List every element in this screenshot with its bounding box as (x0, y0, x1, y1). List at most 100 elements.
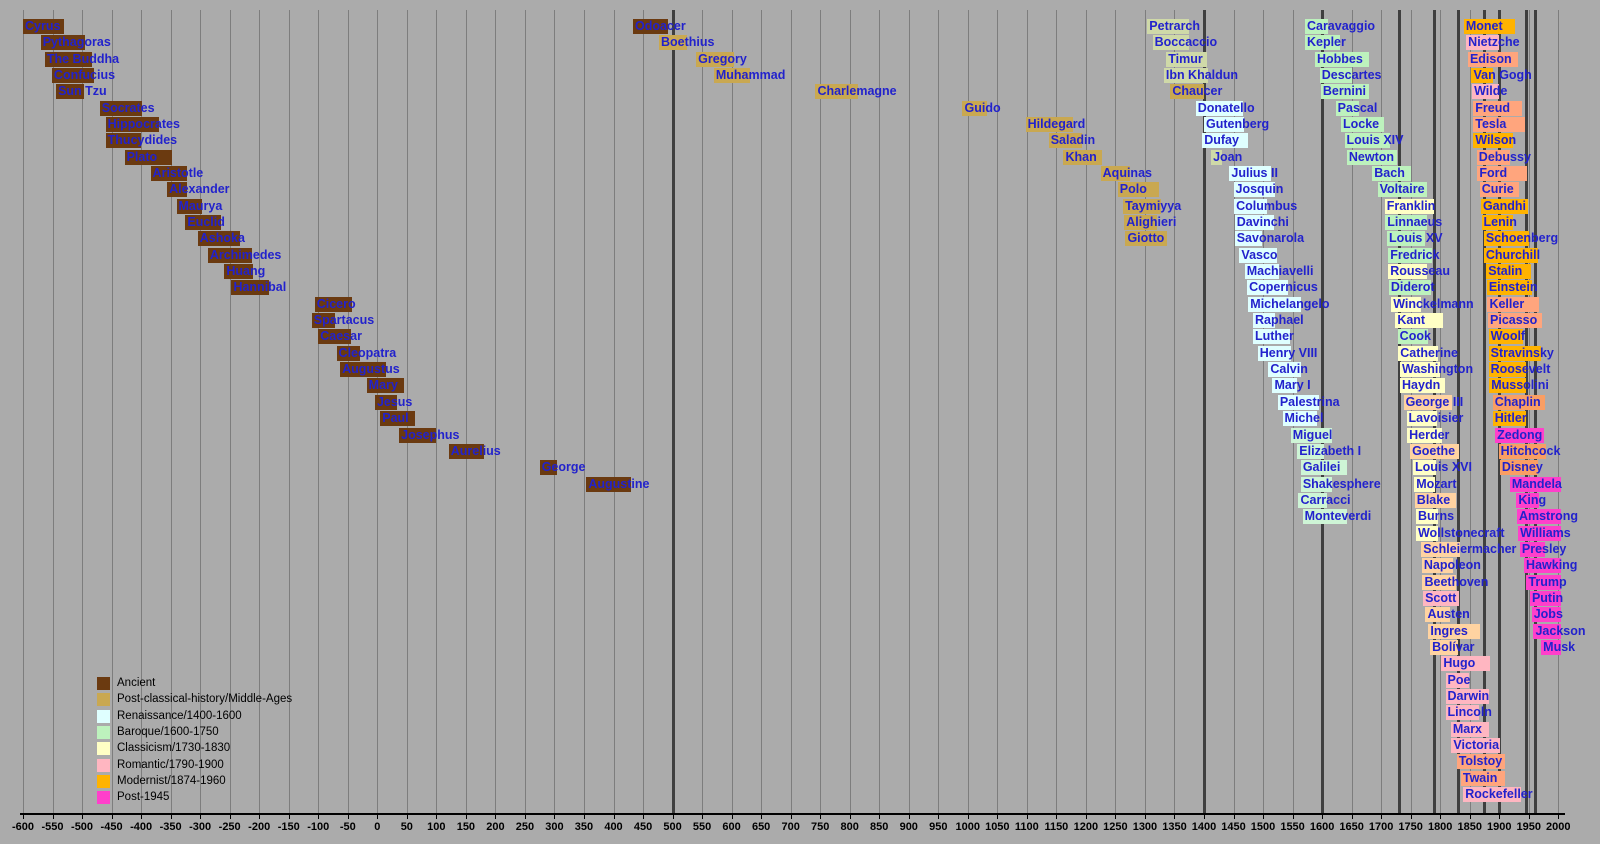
gridline-year-300 (554, 10, 556, 813)
person-bar-savonarola: Savonarola (1234, 231, 1304, 247)
person-label: Gregory (698, 51, 747, 66)
person-bar-copernicus: Copernicus (1247, 280, 1318, 296)
person-bar-saladin: Saladin (1048, 133, 1095, 149)
person-label: Huang (226, 264, 266, 279)
axis-tick-label: 600 (722, 821, 741, 833)
person-bar-darwin: Darwin (1445, 688, 1489, 704)
person-bar-linnaeus: Linnaeus (1385, 215, 1442, 231)
axis-tick-label: 1650 (1339, 821, 1364, 833)
person-bar-plato: Plato (124, 149, 172, 165)
axis-tick-label: 250 (515, 821, 535, 833)
gridline-year-1650 (1351, 10, 1353, 813)
person-label: Cyrus (25, 19, 61, 33)
axis-tick-label: 300 (545, 821, 564, 833)
axis-tick (1410, 813, 1412, 819)
person-bar-austen: Austen (1425, 607, 1470, 623)
person-bar-musk: Musk (1541, 639, 1575, 655)
person-bar-trump: Trump (1526, 574, 1567, 590)
gridline-year-1200 (1085, 10, 1087, 813)
gridline-year--200 (259, 10, 261, 813)
gridline-year-750 (820, 10, 822, 813)
person-bar-machiavelli: Machiavelli (1244, 264, 1313, 280)
axis-tick-label: 1750 (1398, 821, 1423, 833)
person-label: Edison (1469, 51, 1512, 66)
person-label: Marx (1452, 721, 1483, 736)
person-label: Augustine (588, 476, 650, 491)
person-label: Boccaccio (1154, 35, 1218, 50)
person-bar-hugo: Hugo (1441, 656, 1491, 672)
person-label: Luther (1255, 329, 1294, 344)
person-label: Elizabeth I (1299, 443, 1362, 458)
person-label: Guido (964, 100, 1001, 115)
axis-tick-label: 550 (692, 821, 712, 833)
legend-label-post: Post-1945 (117, 791, 170, 804)
person-bar-george-iii: George III (1403, 394, 1463, 410)
person-bar-timur: Timur (1166, 51, 1207, 67)
axis-tick (1115, 813, 1117, 819)
person-label: Tesla (1475, 117, 1507, 132)
person-label: Twain (1462, 770, 1498, 785)
person-bar-josquin: Josquin (1233, 182, 1283, 198)
person-bar-michel: Michel (1282, 411, 1323, 427)
axis-tick (1351, 813, 1353, 819)
person-label: Gutenberg (1206, 117, 1270, 132)
gridline-year-450 (643, 10, 645, 813)
axis-tick (82, 813, 84, 819)
person-bar-boethius: Boethius (658, 35, 714, 51)
person-bar-tesla: Tesla (1473, 117, 1525, 133)
person-label: Copernicus (1249, 280, 1318, 295)
person-label: Boethius (660, 35, 715, 50)
axis-tick (583, 813, 585, 819)
legend-swatch-post (97, 791, 110, 805)
person-label: Jesus (376, 394, 413, 409)
person-label: Washington (1402, 362, 1474, 377)
axis-tick-label: 400 (604, 821, 623, 833)
person-bar-franklin: Franklin (1384, 198, 1436, 214)
person-bar-locke: Locke (1340, 117, 1384, 133)
person-bar-joan: Joan (1211, 149, 1242, 165)
person-label: Lavoisier (1408, 411, 1464, 426)
person-label: Roosevelt (1490, 362, 1551, 377)
person-label: Napoleon (1423, 558, 1481, 573)
gridline-year--550 (52, 10, 54, 813)
axis-tick (288, 813, 290, 819)
person-bar-schleiermacher: Schleiermacher (1421, 541, 1516, 557)
person-label: Polo (1119, 182, 1147, 197)
person-bar-presley: Presley (1519, 541, 1566, 557)
axis-tick (23, 813, 24, 819)
person-label: Bernini (1322, 84, 1366, 99)
person-label: Hippocrates (107, 117, 180, 132)
person-bar-descartes: Descartes (1319, 68, 1382, 84)
axis-tick-label: 1300 (1132, 821, 1158, 833)
person-bar-wilson: Wilson (1473, 133, 1516, 149)
person-bar-bernini: Bernini (1320, 84, 1370, 100)
legend-swatch-bar (97, 726, 110, 740)
person-bar-caesar: Caesar (318, 329, 362, 345)
person-bar-schoenberg: Schoenberg (1483, 231, 1558, 247)
person-label: Franklin (1386, 198, 1436, 213)
gridline-year-350 (583, 10, 585, 813)
legend-swatch-ancient (97, 677, 110, 690)
person-label: Zedong (1497, 427, 1543, 442)
axis-tick (1233, 813, 1235, 819)
person-label: Gandhi (1482, 198, 1526, 213)
person-bar-davinchi: Davinchi (1234, 215, 1289, 231)
person-label: Donatello (1197, 100, 1255, 115)
person-label: Mary (368, 378, 398, 393)
era-boundary-1874 (1482, 10, 1486, 813)
person-bar-mozart: Mozart (1414, 476, 1456, 492)
gridline-year-150 (465, 10, 467, 813)
person-label: Shakesphere (1302, 476, 1381, 491)
axis-tick (1144, 813, 1146, 819)
axis-tick (967, 813, 969, 819)
axis-tick (908, 813, 910, 819)
person-bar-thucydides: Thucydides (105, 133, 177, 149)
person-bar-socrates: Socrates (99, 100, 155, 116)
person-label: Descartes (1321, 68, 1382, 83)
person-label: Timur (1168, 51, 1203, 66)
person-label: Paul (382, 411, 409, 426)
person-label: Cicero (316, 296, 356, 311)
person-bar-jesus: Jesus (374, 394, 412, 410)
person-label: Caravaggio (1306, 19, 1376, 33)
